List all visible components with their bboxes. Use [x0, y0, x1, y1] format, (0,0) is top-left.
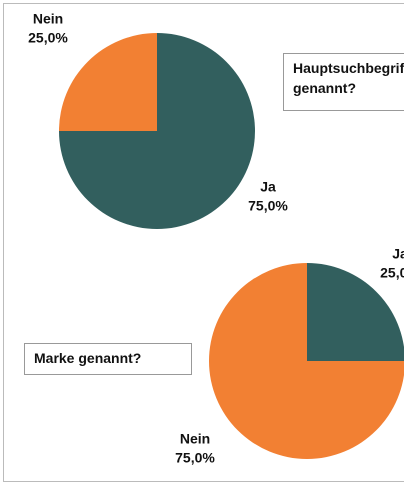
chart-title: Hauptsuchbegriff genannt? [283, 53, 404, 111]
chart-title: Marke genannt? [24, 343, 192, 375]
pie-slice [59, 33, 157, 131]
slice-label: Nein [180, 431, 210, 447]
value-label: 75,0% [175, 450, 215, 466]
pie-slice [307, 263, 404, 361]
value-label: 75,0% [248, 198, 288, 214]
value-label: 25,0% [28, 30, 68, 46]
frame [3, 3, 404, 482]
value-label: 25,0% [380, 265, 404, 281]
slice-label: Ja [260, 179, 276, 195]
slice-label: Nein [33, 11, 63, 27]
slice-label: Ja [392, 246, 404, 262]
pie-slice [209, 263, 404, 459]
